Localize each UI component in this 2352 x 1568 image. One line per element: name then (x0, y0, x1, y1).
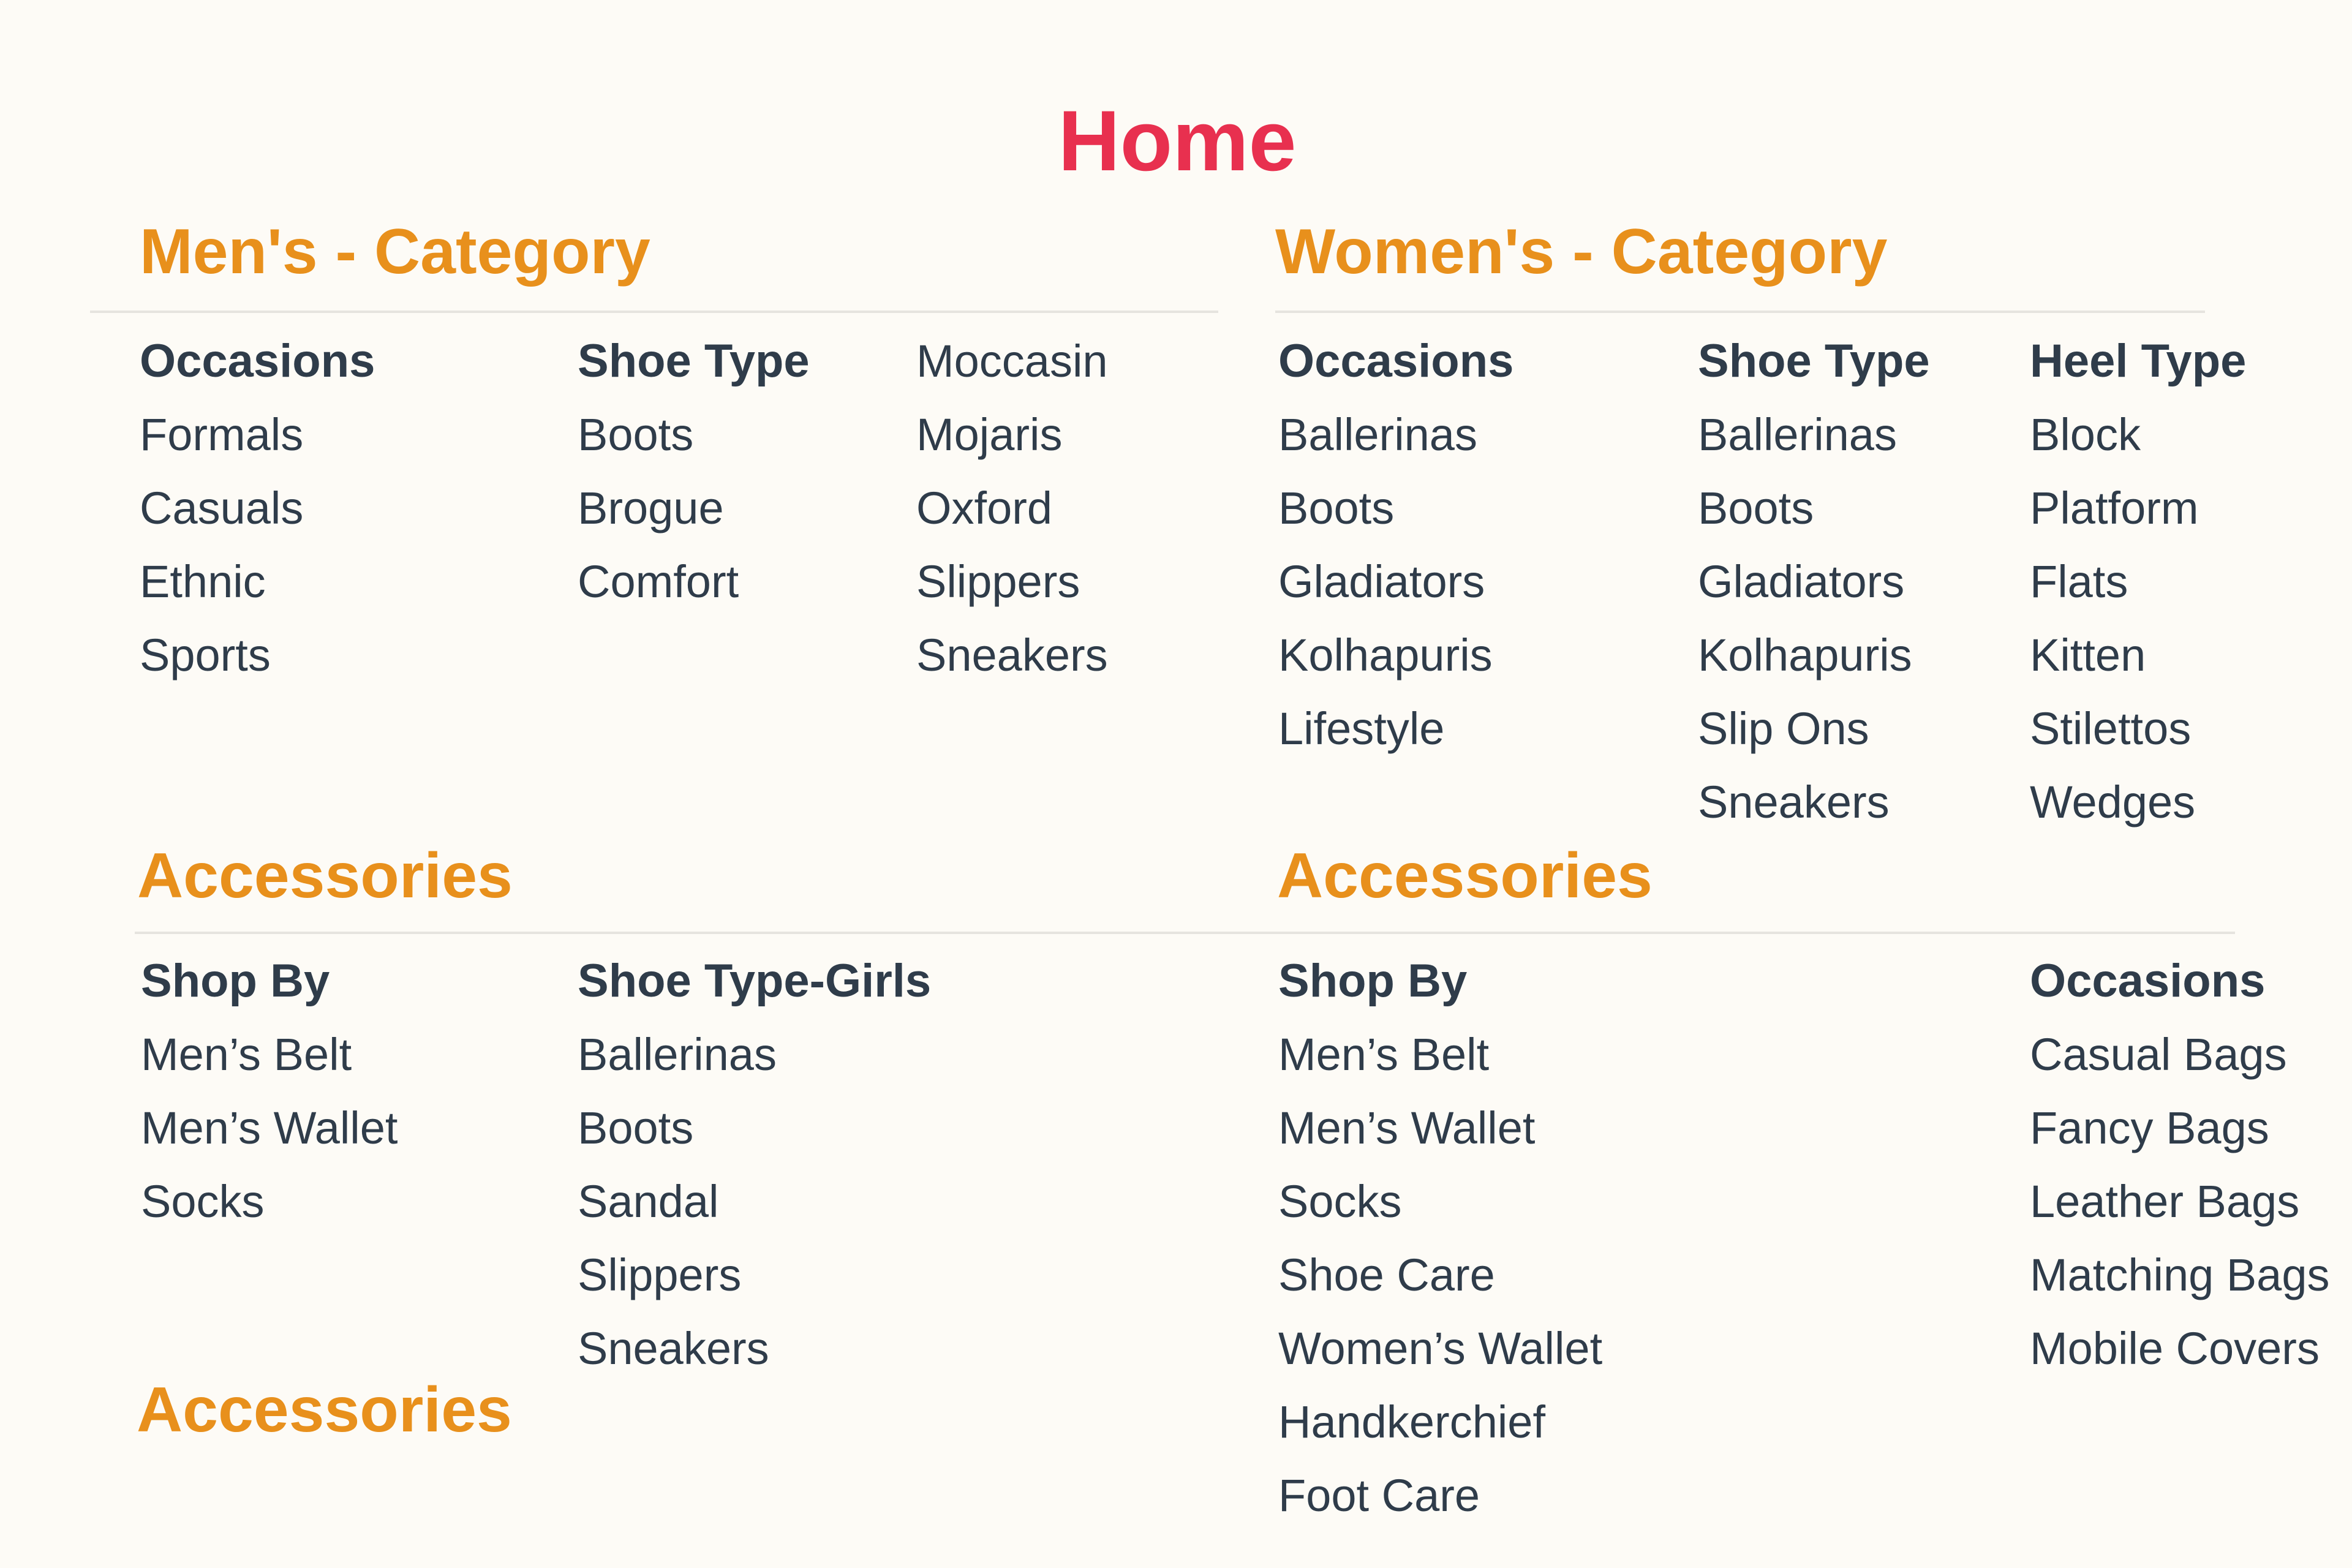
womens-heel-type-link[interactable]: Platform (2030, 483, 2199, 533)
mens-occasions-link[interactable]: Ethnic (140, 556, 266, 607)
womens-shop-by-link[interactable]: Handkerchief (1278, 1396, 1546, 1447)
mens-shop-by-column: Shop By Men’s Belt Men’s Wallet Socks (141, 944, 398, 1238)
womens-occasions-link[interactable]: Gladiators (1278, 556, 1485, 607)
mens-shoe-type-column: Shoe Type Boots Brogue Comfort (578, 325, 810, 619)
womens-occasions-link[interactable]: Boots (1278, 483, 1395, 533)
mens-shoe-type-girls-heading: Shoe Type-Girls (578, 955, 932, 1007)
womens-accessory-occasions-column: Occasions Casual Bags Fancy Bags Leather Ba… (2030, 944, 2330, 1385)
womens-category-title[interactable]: Women's - Category (1275, 216, 1888, 287)
mens-occasions-link[interactable]: Casuals (140, 483, 304, 533)
womens-occasions-link[interactable]: Ballerinas (1278, 409, 1477, 460)
mens-shoe-type-more-link[interactable]: Sneakers (916, 630, 1108, 680)
mens-occasions-column: Occasions Formals Casuals Ethnic Sports (140, 325, 375, 692)
mens-shoe-type-girls-link[interactable]: Sandal (578, 1176, 719, 1227)
womens-shoe-type-link[interactable]: Ballerinas (1698, 409, 1897, 460)
womens-heel-type-link[interactable]: Flats (2030, 556, 2128, 607)
womens-divider (1275, 311, 2205, 313)
womens-heel-type-link[interactable]: Kitten (2030, 630, 2146, 680)
womens-shop-by-link[interactable]: Foot Care (1278, 1470, 1480, 1521)
mens-shoe-type-more-link[interactable]: Slippers (916, 556, 1080, 607)
mens-shoe-type-more-link[interactable]: Oxford (916, 483, 1053, 533)
womens-shop-by-heading: Shop By (1278, 955, 1468, 1007)
mens-shoe-type-link[interactable]: Boots (578, 409, 694, 460)
mens-occasions-link[interactable]: Formals (140, 409, 304, 460)
mens-shoe-type-girls-link[interactable]: Boots (578, 1102, 694, 1153)
mens-accessories-title-2[interactable]: Accessories (137, 1374, 512, 1446)
mens-shoe-type-girls-column: Shoe Type-Girls Ballerinas Boots Sandal Slip… (578, 944, 931, 1385)
womens-accessories-title[interactable]: Accessories (1277, 840, 1653, 911)
mens-accessories-title[interactable]: Accessories (137, 840, 513, 911)
mens-shoe-type-girls-link[interactable]: Slippers (578, 1250, 742, 1300)
mens-occasions-link[interactable]: Sports (140, 630, 271, 680)
womens-accessory-occasions-link[interactable]: Casual Bags (2030, 1029, 2287, 1080)
womens-accessory-occasions-link[interactable]: Fancy Bags (2030, 1102, 2269, 1153)
womens-shop-by-link[interactable]: Women’s Wallet (1278, 1323, 1603, 1374)
womens-occasions-column: Occasions Ballerinas Boots Gladiators Kolhap… (1278, 325, 1513, 766)
womens-shoe-type-column: Shoe Type Ballerinas Boots Gladiators Kolhap… (1698, 325, 1930, 839)
womens-occasions-link[interactable]: Lifestyle (1278, 703, 1445, 754)
womens-accessory-occasions-heading: Occasions (2030, 955, 2266, 1007)
womens-shoe-type-heading: Shoe Type (1698, 335, 1930, 387)
mens-shop-by-link[interactable]: Socks (141, 1176, 265, 1227)
mens-shoe-type-more-column: Moccasin Mojaris Oxford Slippers Sneakers (916, 325, 1108, 692)
womens-occasions-heading: Occasions (1278, 335, 1514, 387)
mens-shoe-type-more-link[interactable]: Moccasin (916, 336, 1108, 386)
womens-accessory-occasions-link[interactable]: Mobile Covers (2030, 1323, 2320, 1374)
womens-shoe-type-link[interactable]: Slip Ons (1698, 703, 1869, 754)
womens-heel-type-heading: Heel Type (2030, 335, 2247, 387)
womens-shop-by-link[interactable]: Men’s Wallet (1278, 1102, 1536, 1153)
womens-accessory-occasions-link[interactable]: Leather Bags (2030, 1176, 2300, 1227)
womens-shoe-type-link[interactable]: Kolhapuris (1698, 630, 1912, 680)
womens-shop-by-link[interactable]: Socks (1278, 1176, 1402, 1227)
womens-shoe-type-link[interactable]: Boots (1698, 483, 1814, 533)
page-title[interactable]: Home (1058, 92, 1297, 189)
womens-shoe-type-link[interactable]: Gladiators (1698, 556, 1905, 607)
womens-occasions-link[interactable]: Kolhapuris (1278, 630, 1493, 680)
womens-shop-by-link[interactable]: Shoe Care (1278, 1250, 1495, 1300)
mens-shop-by-link[interactable]: Men’s Wallet (141, 1102, 398, 1153)
mens-shoe-type-link[interactable]: Brogue (578, 483, 724, 533)
accessories-divider (135, 932, 2235, 934)
mens-shoe-type-more-link[interactable]: Mojaris (916, 409, 1063, 460)
mens-category-title[interactable]: Men's - Category (140, 216, 650, 287)
mens-shoe-type-link[interactable]: Comfort (578, 556, 739, 607)
mens-shop-by-heading: Shop By (141, 955, 330, 1007)
mens-shop-by-link[interactable]: Men’s Belt (141, 1029, 352, 1080)
womens-heel-type-link[interactable]: Block (2030, 409, 2141, 460)
womens-shop-by-column: Shop By Men’s Belt Men’s Wallet Socks Shoe C… (1278, 944, 1602, 1532)
mens-shoe-type-heading: Shoe Type (578, 335, 810, 387)
womens-shop-by-link[interactable]: Men’s Belt (1278, 1029, 1490, 1080)
mens-divider (90, 311, 1218, 313)
womens-shoe-type-link[interactable]: Sneakers (1698, 777, 1890, 827)
womens-accessory-occasions-link[interactable]: Matching Bags (2030, 1250, 2330, 1300)
womens-heel-type-link[interactable]: Stilettos (2030, 703, 2192, 754)
mens-shoe-type-girls-link[interactable]: Sneakers (578, 1323, 769, 1374)
womens-heel-type-link[interactable]: Wedges (2030, 777, 2196, 827)
mens-occasions-heading: Occasions (140, 335, 375, 387)
womens-heel-type-column: Heel Type Block Platform Flats Kitten Stilett… (2030, 325, 2246, 839)
mens-shoe-type-girls-link[interactable]: Ballerinas (578, 1029, 777, 1080)
